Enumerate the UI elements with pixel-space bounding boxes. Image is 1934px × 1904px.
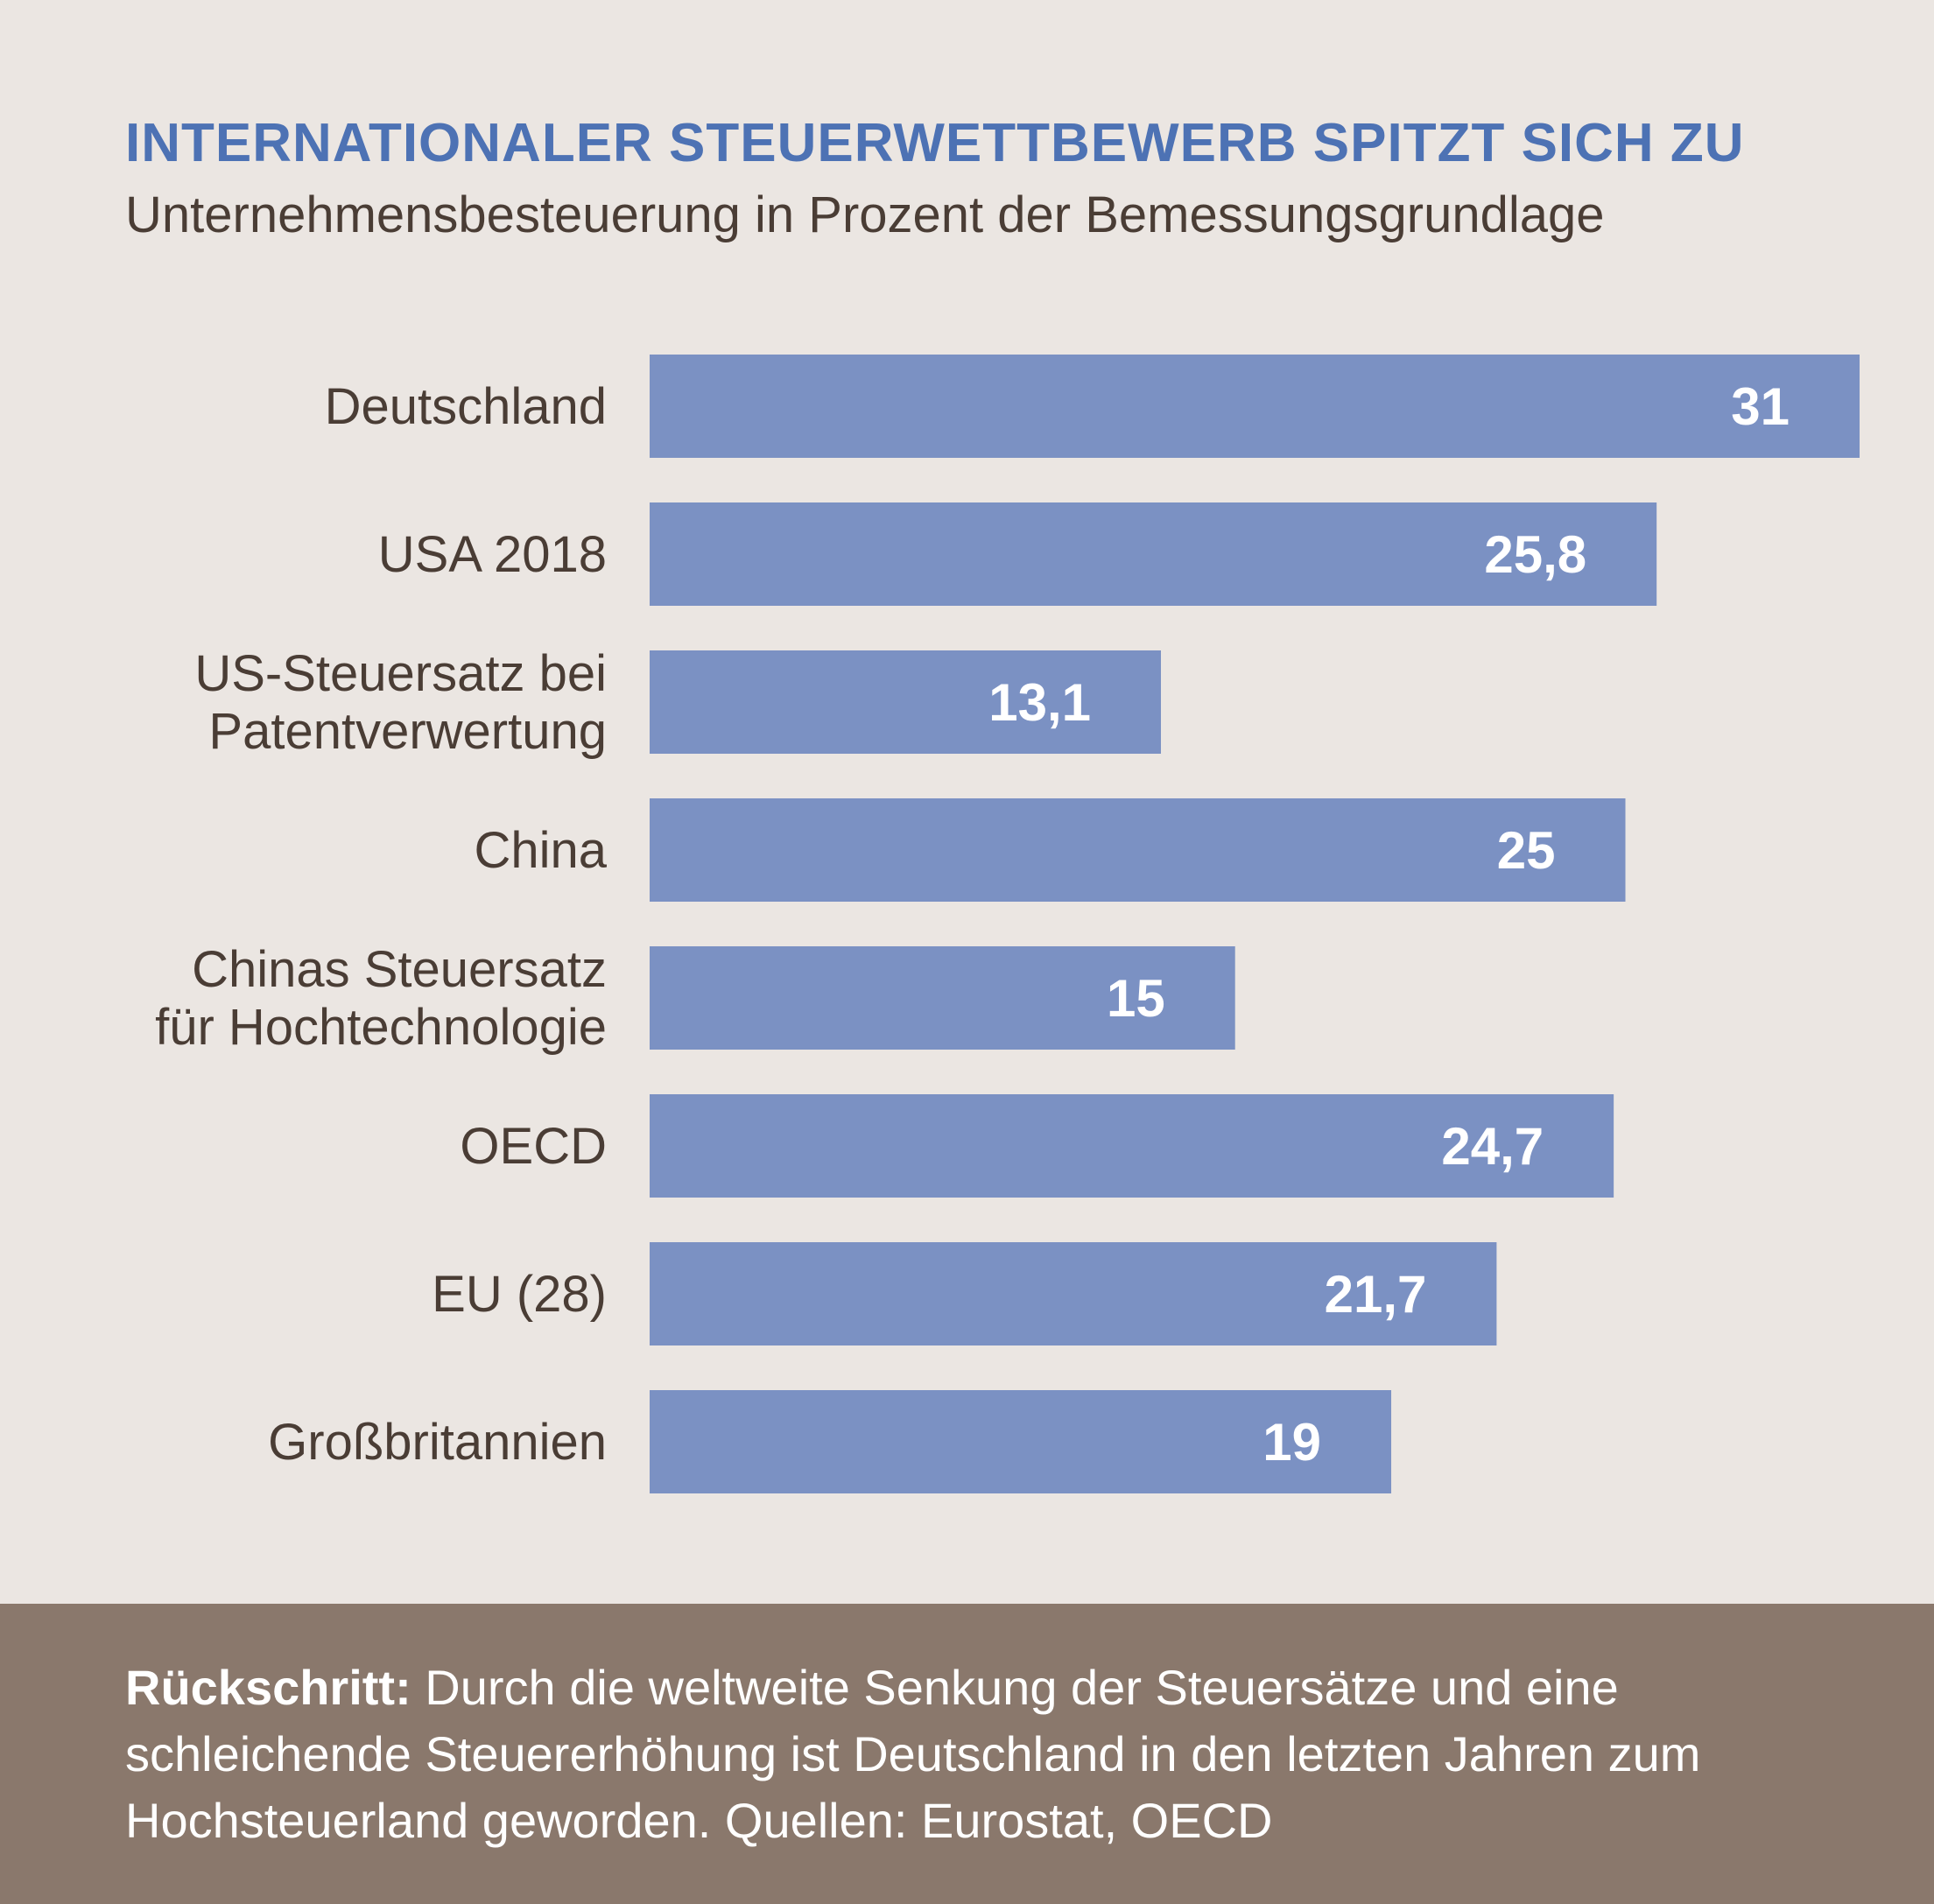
category-label-line: China [474, 822, 607, 879]
category-label-line: EU (28) [432, 1266, 607, 1323]
value-label-2: 13,1 [988, 673, 1091, 732]
category-label-0: Deutschland [325, 378, 607, 435]
category-label-line: Chinas Steuersatz [192, 941, 607, 998]
footer-body: Durch die weltweite Senkung der Steuersä… [125, 1660, 1701, 1848]
bar-0 [650, 355, 1860, 458]
category-label-line: für Hochtechnologie [155, 999, 607, 1056]
chart-title: INTERNATIONALER STEUERWETTBEWERB SPITZT … [125, 113, 1745, 173]
bar-2 [650, 650, 1162, 754]
category-label-7: Großbritannien [268, 1414, 607, 1471]
category-label-2: US-Steuersatz bei Patentverwertung [194, 645, 607, 760]
value-label-0: 31 [1731, 377, 1790, 436]
footer-lead: Rückschritt: [125, 1660, 411, 1715]
category-label-5: OECD [460, 1118, 607, 1175]
value-label-6: 21,7 [1325, 1265, 1427, 1324]
category-label-line: USA 2018 [378, 526, 607, 583]
category-label-line: Großbritannien [268, 1414, 607, 1471]
bar-chart: 31 Deutschland 25,8 USA 2018 13,1 US-Steuersa… [155, 355, 1860, 1493]
value-label-5: 24,7 [1441, 1117, 1544, 1176]
category-label-line: Patentverwertung [208, 703, 607, 760]
category-label-line: US-Steuersatz bei [194, 645, 607, 702]
category-label-6: EU (28) [432, 1266, 607, 1323]
category-label-line: OECD [460, 1118, 607, 1175]
value-label-4: 15 [1107, 969, 1165, 1028]
value-label-1: 25,8 [1484, 525, 1586, 584]
bar-4 [650, 946, 1235, 1050]
footer-caption: Rückschritt: Durch die weltweite Senkung… [125, 1655, 1841, 1854]
bar-6 [650, 1242, 1497, 1345]
value-label-7: 19 [1262, 1413, 1321, 1472]
bar-5 [650, 1094, 1614, 1198]
bar-1 [650, 502, 1657, 606]
category-label-line: Deutschland [325, 378, 607, 435]
category-label-1: USA 2018 [378, 526, 607, 583]
category-label-3: China [474, 822, 607, 879]
chart-subtitle: Unternehmensbesteuerung in Prozent der B… [125, 186, 1605, 243]
value-label-3: 25 [1497, 821, 1556, 880]
bar-7 [650, 1390, 1392, 1493]
bar-3 [650, 798, 1626, 902]
category-label-4: Chinas Steuersatz für Hochtechnologie [155, 941, 607, 1056]
footer-panel: Rückschritt: Durch die weltweite Senkung… [0, 1604, 1934, 1904]
